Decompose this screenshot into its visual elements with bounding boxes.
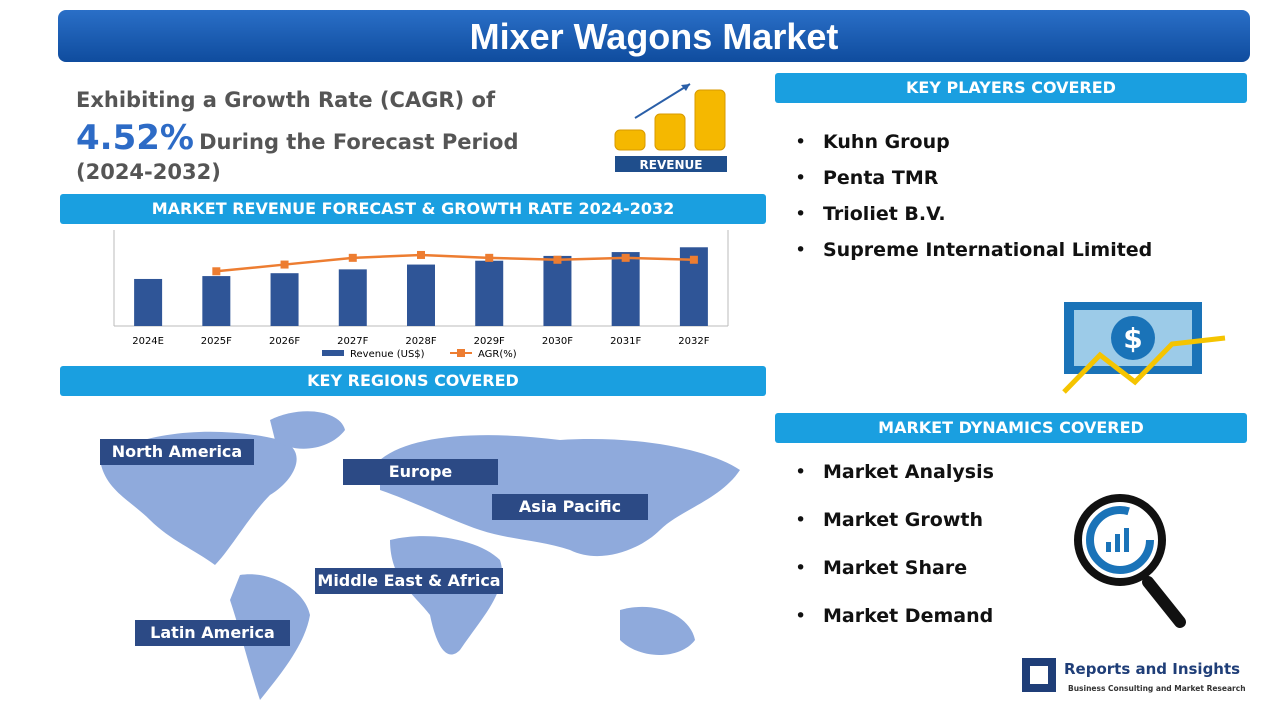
- line-series: [216, 253, 694, 273]
- player: Supreme International Limited: [795, 239, 1152, 261]
- line-point: [280, 260, 289, 269]
- section-heading: KEY REGIONS COVERED: [60, 366, 766, 396]
- bar: [611, 252, 640, 326]
- bar: [338, 269, 367, 326]
- money-icon: $: [1062, 302, 1226, 394]
- icon-label: REVENUE: [640, 158, 703, 172]
- x-tick-label: 2026F: [269, 336, 300, 347]
- bar: [407, 264, 435, 326]
- section-heading: MARKET REVENUE FORECAST & GROWTH RATE 20…: [60, 194, 766, 224]
- legend-label: Revenue (US$): [350, 349, 425, 360]
- cagr-text: During the Forecast Period: [199, 130, 519, 154]
- region-label: Asia Pacific: [492, 494, 648, 520]
- region-label: North America: [100, 439, 254, 465]
- line-point: [212, 267, 221, 276]
- dynamic: Market Demand: [795, 605, 993, 627]
- bar: [475, 260, 504, 326]
- player: Kuhn Group: [795, 131, 950, 153]
- section-heading: KEY PLAYERS COVERED: [775, 73, 1247, 103]
- line-point: [689, 255, 698, 264]
- logo-name: Reports and Insights: [1064, 660, 1240, 678]
- title: Mixer Wagons Market: [58, 10, 1250, 62]
- revenue-icon: REVENUE: [614, 83, 727, 172]
- chart: 2024E 2025F 2026F 2027F 2028F 2029F 2030F 2031F…: [113, 230, 729, 360]
- x-tick-label: 2024E: [132, 336, 164, 347]
- x-tick-label: 2027F: [337, 336, 368, 347]
- x-tick-label: 2031F: [610, 336, 641, 347]
- line-point: [621, 253, 630, 262]
- line-point: [553, 255, 562, 264]
- dynamic: Market Analysis: [795, 461, 994, 483]
- x-tick-label: 2029F: [474, 336, 505, 347]
- bar: [270, 273, 299, 326]
- logo-tagline: Business Consulting and Market Research: [1068, 684, 1246, 693]
- svg-text:$: $: [1123, 322, 1142, 355]
- cagr-period: (2024-2032): [76, 160, 221, 184]
- legend-swatch: [322, 350, 344, 356]
- logo: Reports and Insights Business Consulting…: [1022, 658, 1246, 693]
- cagr-intro: Exhibiting a Growth Rate (CAGR) of: [76, 88, 496, 112]
- bar: [202, 276, 231, 326]
- x-tick-label: 2025F: [201, 336, 232, 347]
- bar: [134, 278, 163, 326]
- magnifier-icon: [1074, 494, 1186, 628]
- region-label: Middle East & Africa: [315, 568, 503, 594]
- x-tick-label: 2030F: [542, 336, 573, 347]
- region-label: Europe: [343, 459, 498, 485]
- player: Penta TMR: [795, 167, 938, 189]
- x-tick-label: 2032F: [678, 336, 709, 347]
- bar: [543, 255, 572, 326]
- x-tick-label: 2028F: [405, 336, 436, 347]
- player: Trioliet B.V.: [795, 203, 946, 225]
- line-point: [485, 253, 494, 262]
- section-heading: MARKET DYNAMICS COVERED: [775, 413, 1247, 443]
- cagr-value: 4.52%: [76, 118, 194, 158]
- line-point: [348, 253, 357, 262]
- cagr-line: 4.52% During the Forecast Period: [76, 118, 518, 158]
- region-label: Latin America: [135, 620, 290, 646]
- legend-label: AGR(%): [478, 349, 517, 360]
- line-point: [417, 250, 425, 259]
- dynamic: Market Growth: [795, 509, 983, 531]
- legend-swatch: [457, 349, 465, 357]
- dynamic: Market Share: [795, 557, 967, 579]
